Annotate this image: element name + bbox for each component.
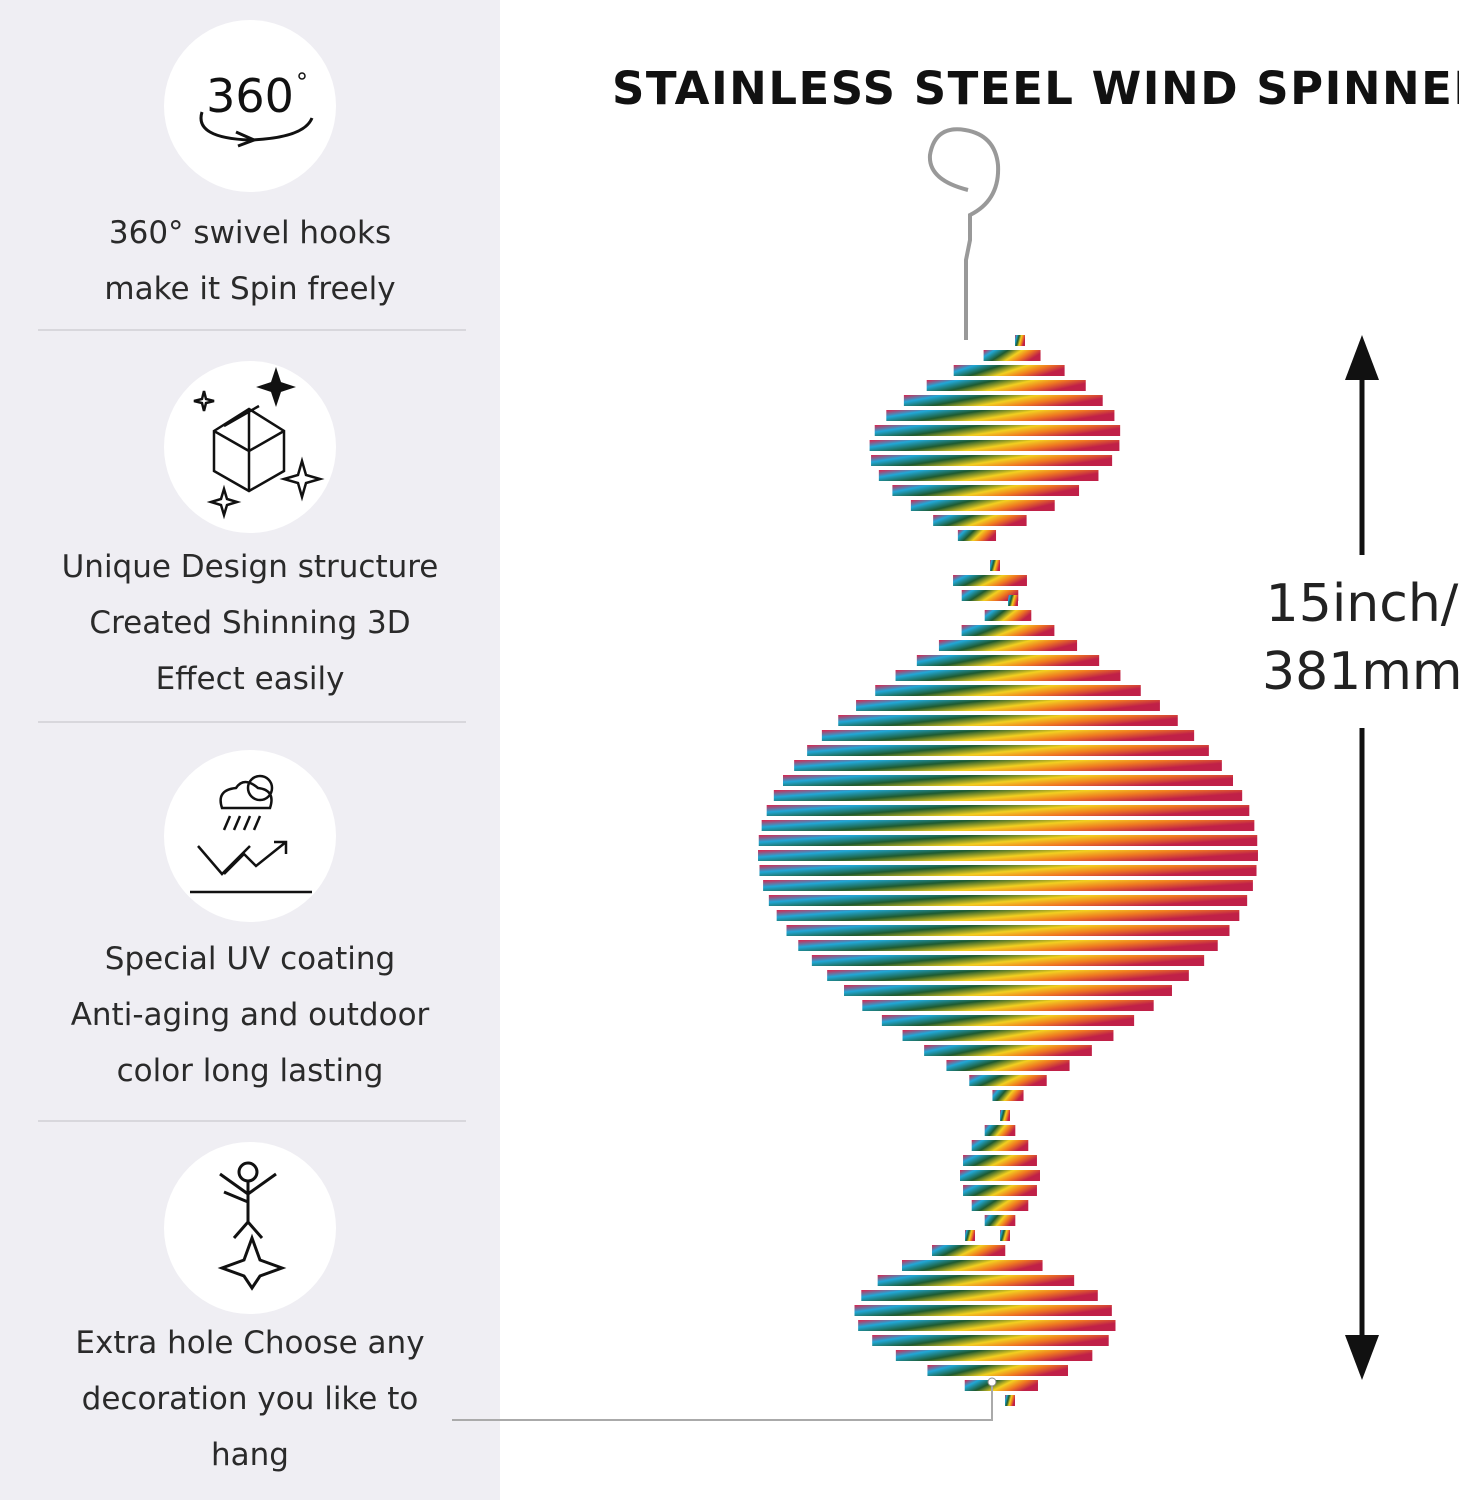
divider: [38, 1120, 466, 1122]
spinner-slat: [971, 1200, 1029, 1211]
spinner-slat: [794, 760, 1222, 771]
spinner-slat: [1000, 1110, 1010, 1121]
spinner-slat: [838, 715, 1178, 726]
spinner-slat: [856, 700, 1160, 711]
hanging-figure-icon: [164, 1142, 336, 1314]
spinner-slat: [854, 1305, 1112, 1316]
arrow-up-icon: [1345, 335, 1379, 380]
spinner-slat: [874, 425, 1121, 436]
spinner-slat: [869, 440, 1120, 451]
weather-shield-icon: [164, 750, 336, 922]
spinner-slat: [827, 970, 1189, 981]
spinner-slat: [1000, 1230, 1010, 1241]
spinner-slat: [938, 640, 1078, 651]
divider: [38, 329, 466, 331]
spinner-slat: [910, 500, 1055, 511]
spinner-slat: [946, 1060, 1070, 1071]
feature-design-text: Unique Design structure Created Shinning …: [61, 549, 439, 697]
spinner-slat: [992, 1090, 1024, 1101]
spinner-slat: [983, 350, 1041, 361]
spinner-slat: [768, 895, 1248, 906]
feature-swivel-text: 360° swivel hooks make it Spin freely: [104, 215, 396, 307]
spinner-slat: [926, 380, 1086, 391]
spinner-slat: [776, 910, 1240, 921]
feature-uv-text: Special UV coating Anti-aging and outdoor…: [70, 941, 430, 1089]
spinner-slat: [758, 835, 1258, 846]
spinner-slat: [759, 865, 1257, 876]
spinner-slat: [903, 395, 1103, 406]
spinner-slat: [1008, 595, 1018, 606]
spinner-slat: [862, 1000, 1154, 1011]
spinner-slat: [886, 410, 1115, 421]
hole-leader-line: [452, 1385, 993, 1421]
spinner-slat: [875, 685, 1141, 696]
swivel-hook: [927, 127, 1001, 340]
spinner-slat: [963, 1185, 1037, 1196]
spinner-slat: [961, 590, 1019, 601]
spinner-slat: [758, 850, 1258, 861]
spinner-slat: [786, 925, 1230, 936]
dimension-inch: 15inch/: [1265, 574, 1459, 634]
rotate-360-icon: 360: [164, 20, 336, 192]
svg-text:360: 360: [206, 69, 294, 123]
spinner-slat: [984, 1215, 1016, 1226]
spinner-slat: [798, 940, 1218, 951]
spinner-slats: [758, 335, 1258, 1406]
spinner-slat: [916, 655, 1100, 666]
spinner-slat: [953, 575, 1027, 586]
spinner-slat: [901, 1260, 1043, 1271]
spinner-slat: [871, 455, 1113, 466]
spinner-slat: [782, 775, 1234, 786]
spinner-slat: [766, 805, 1250, 816]
spinner-slat: [971, 1140, 1029, 1151]
spinner-slat: [960, 1170, 1040, 1181]
spinner-slat: [963, 1155, 1037, 1166]
spinner-slat: [763, 880, 1253, 891]
spinner-slat: [892, 485, 1080, 496]
spinner-slat: [881, 1015, 1135, 1026]
spinner-slat: [961, 625, 1055, 636]
extra-hole: [987, 1377, 997, 1387]
spinner-slat: [1005, 1395, 1015, 1406]
spinner-slat: [990, 560, 1000, 571]
spinner-slat: [761, 820, 1255, 831]
spinner-slat: [872, 1335, 1109, 1346]
spinner-slat: [953, 365, 1065, 376]
spinner-slat: [773, 790, 1243, 801]
spinner-slat: [964, 1380, 1038, 1391]
product-title: STAINLESS STEEL WIND SPINNER: [612, 62, 1459, 115]
spinner-slat: [811, 955, 1205, 966]
feature-hole-text: Extra hole Choose any decoration you like…: [75, 1325, 425, 1473]
spinner-slat: [965, 1230, 975, 1241]
spinner-slat: [969, 1075, 1047, 1086]
divider: [38, 721, 466, 723]
spinner-slat: [1015, 335, 1025, 346]
spinner-slat: [902, 1030, 1114, 1041]
spinner-slat: [932, 1245, 1006, 1256]
spinner-slat: [895, 1350, 1093, 1361]
spinner-slat: [878, 470, 1099, 481]
spinner-slat: [924, 1045, 1092, 1056]
arrow-down-icon: [1345, 1335, 1379, 1380]
features-panel: 360 360° swivel hooks make it Spin freely…: [0, 0, 500, 1500]
spinner-slat: [858, 1320, 1116, 1331]
sparkle-cube-icon: [164, 361, 336, 533]
spinner-slat: [927, 1365, 1069, 1376]
dimension-mm: 381mm: [1262, 642, 1459, 702]
spinner-slat: [844, 985, 1172, 996]
spinner-slat: [895, 670, 1121, 681]
spinner-slat: [821, 730, 1195, 741]
spinner-slat: [861, 1290, 1098, 1301]
spinner-slat: [984, 1125, 1016, 1136]
spinner-slat: [933, 515, 1027, 526]
spinner-slat: [984, 610, 1032, 621]
spinner-slat: [807, 745, 1209, 756]
spinner-slat: [957, 530, 997, 541]
spinner-slat: [877, 1275, 1075, 1286]
